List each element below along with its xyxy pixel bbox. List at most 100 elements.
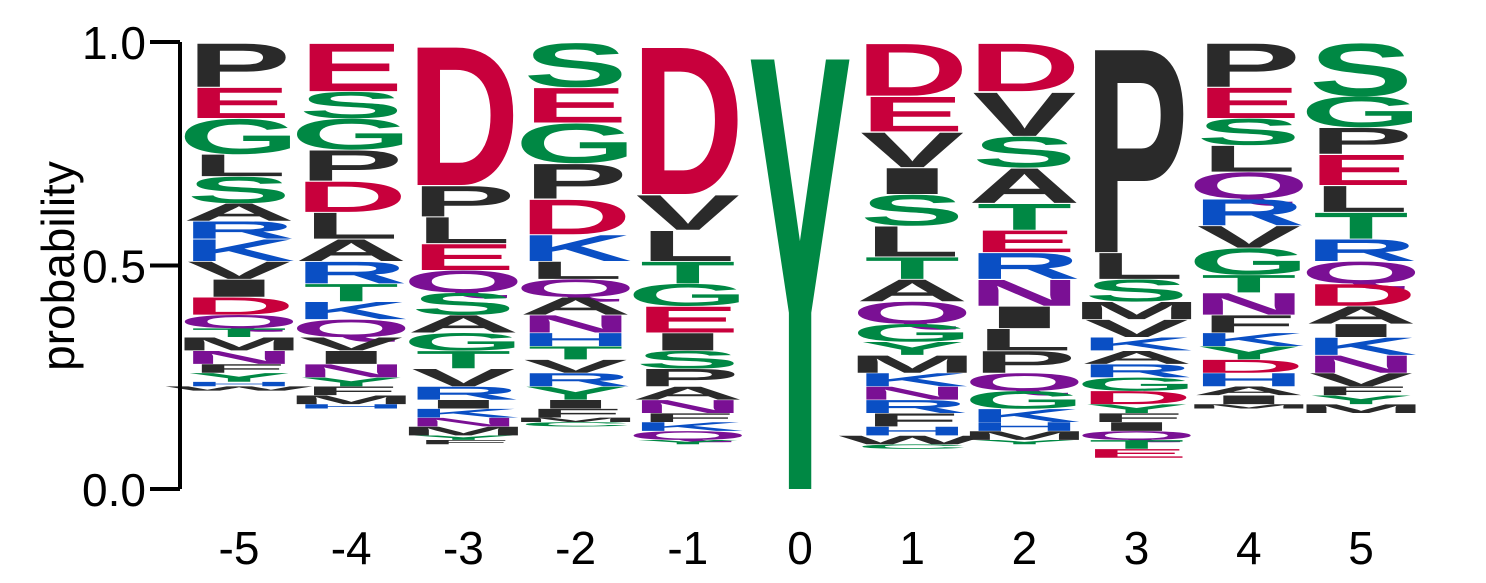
logo-letter-G: G (515, 112, 636, 175)
logo-letter-P: P (187, 31, 291, 100)
x-tick-label: 2 (1012, 522, 1038, 574)
logo-letter-N: N (295, 360, 408, 381)
logo-letter-Y: Y (860, 338, 964, 359)
logo-letter-Q: Q (964, 368, 1085, 396)
logo-letter-A: A (968, 158, 1081, 214)
logo-letter-Y: Y (524, 383, 628, 404)
logo-letter-M: M (398, 424, 528, 438)
logo-letter-V: V (860, 122, 964, 178)
logo-letter-F: F (1201, 310, 1296, 338)
logo-letter-S: S (972, 128, 1076, 177)
logo-letter-T: T (1313, 205, 1408, 247)
logo-letter-L: L (1089, 245, 1184, 287)
logo-letter-Q: Q (1076, 429, 1197, 443)
logo-letter-G: G (403, 328, 524, 356)
logo-letter-I: I (302, 347, 400, 368)
logo-letter-N: N (632, 396, 745, 417)
logo-letter-T: T (191, 326, 286, 340)
logo-letter-F: F (416, 439, 511, 446)
logo-letter-D: D (183, 292, 296, 320)
logo-letter-L: L (304, 205, 399, 247)
logo-letter-K: K (183, 233, 296, 268)
logo-letter-E: E (187, 79, 291, 128)
logo-letter-G: G (291, 110, 412, 159)
logo-letter-P: P (1197, 31, 1301, 100)
letter-stacks: PEGLSARKVIDQTMNFYHWESGPDLARTKQVINYFMHDPL… (165, 0, 1425, 583)
logo-letter-Q: Q (515, 274, 636, 302)
logo-letter-L: L (640, 222, 735, 271)
logo-letter-I: I (1312, 320, 1410, 341)
logo-letter-K: K (1080, 334, 1193, 355)
logo-letter-I: I (975, 300, 1073, 335)
logo-letter-D: D (1193, 356, 1306, 377)
logo-letter-V: V (1309, 369, 1413, 390)
logo-letter-V: V (524, 356, 628, 377)
x-tick-labels: -5 -4 -3 -2 -1 0 1 2 3 4 5 (219, 522, 1374, 574)
logo-letter-E: E (1197, 79, 1301, 128)
logo-letter-K: K (295, 297, 408, 325)
logo-letter-E: E (299, 29, 403, 106)
logo-letter-V: V (411, 364, 515, 392)
logo-letter-T: T (865, 251, 960, 286)
logo-letter-V: V (299, 334, 403, 355)
logo-letter-P: P (972, 344, 1076, 379)
logo-letter-F: F (1089, 411, 1184, 425)
logo-letter-G: G (1188, 241, 1309, 283)
logo-letter-R: R (968, 245, 1081, 287)
logo-letter-T: T (416, 346, 511, 374)
logo-letter-E: E (411, 236, 515, 278)
x-tick-label: -2 (555, 522, 596, 574)
logo-letter-I: I (527, 397, 625, 411)
logo-letter-E: E (972, 224, 1076, 259)
x-tick-label: 5 (1348, 522, 1374, 574)
logo-letter-S: S (524, 31, 628, 100)
logo-letter-D: D (968, 29, 1081, 106)
logo-letter-M: M (1072, 297, 1202, 325)
logo-letter-Y: Y (748, 0, 852, 583)
logo-letter-F: F (528, 406, 623, 420)
logo-letter-L: L (416, 209, 511, 251)
logo-letter-M: M (1296, 402, 1426, 416)
logo-letter-G: G (1076, 374, 1197, 395)
logo-letter-E: E (524, 77, 628, 133)
logo-letter-S: S (299, 84, 403, 126)
logo-letter-R: R (295, 255, 408, 290)
logo-letter-A: A (407, 310, 520, 338)
logo-letter-K: K (856, 369, 969, 390)
logo-letter-K: K (632, 420, 745, 434)
logo-letter-P: P (524, 153, 628, 209)
logo-letter-F: F (191, 362, 286, 376)
logo-letter-Q: Q (852, 295, 973, 330)
y-tick-label: 1.0 (82, 17, 146, 69)
logo-letter-P: P (411, 177, 515, 226)
logo-letter-W: W (839, 433, 987, 447)
logo-letter-R: R (856, 396, 969, 417)
logo-letter-M: M (959, 429, 1089, 443)
logo-letter-T: T (1089, 438, 1184, 452)
logo-letter-L: L (191, 148, 286, 183)
logo-letter-R: R (1080, 360, 1193, 381)
logo-letter-A: A (632, 383, 745, 404)
logo-letter-T: T (977, 196, 1072, 238)
logo-letter-K: K (519, 227, 632, 269)
logo-letter-Y: Y (1085, 402, 1189, 416)
logo-letter-A: A (856, 273, 969, 308)
logo-letter-H: H (856, 424, 969, 438)
logo-letter-A: A (1305, 301, 1418, 329)
logo-letter-P: P (1085, 0, 1189, 315)
logo-letter-M: M (1184, 403, 1314, 410)
logo-letter-P: P (636, 364, 740, 392)
logo-letter-D: D (856, 28, 969, 112)
y-ticks: 0.0 0.5 1.0 (82, 17, 180, 516)
logo-letter-M: M (847, 350, 977, 378)
logo-letter-T: T (1201, 270, 1296, 298)
logo-letter-N: N (856, 383, 969, 404)
logo-letter-V: V (1197, 219, 1301, 254)
logo-letter-D: D (632, 2, 745, 239)
logo-letter-Q: Q (403, 264, 524, 299)
logo-letter-P: P (299, 141, 403, 190)
logo-letter-L: L (1201, 138, 1296, 180)
logo-letter-R: R (183, 216, 296, 244)
logo-letter-S: S (1309, 28, 1413, 112)
logo-letter-Y: Y (299, 375, 403, 389)
